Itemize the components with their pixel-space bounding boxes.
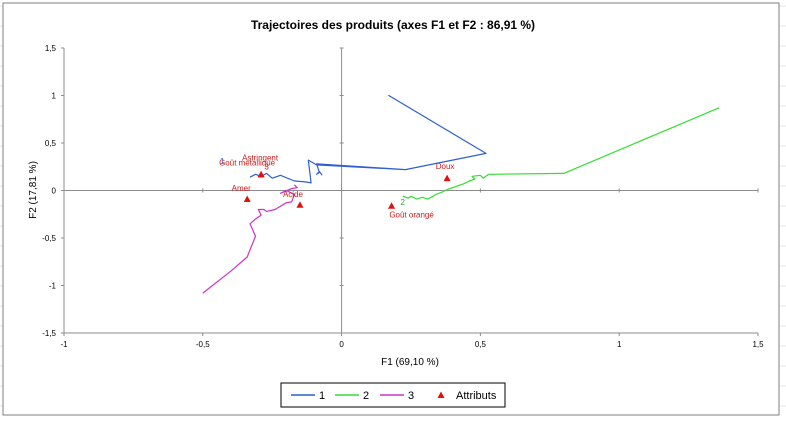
- attribute-label: Acide: [283, 190, 304, 199]
- y-tick-label: 1,5: [45, 44, 57, 53]
- y-axis-label: F2 (17,81 %): [28, 161, 39, 219]
- y-tick-label: 0: [52, 187, 57, 196]
- series-label-3: 3: [264, 163, 269, 172]
- series-line-1: [249, 94, 487, 184]
- attribute-marker: [296, 201, 304, 208]
- chart-area: [2, 2, 780, 416]
- x-tick-label: 1: [617, 340, 622, 349]
- legend-swatch-attributes: [437, 391, 445, 398]
- attribute-marker: [243, 195, 251, 203]
- attribute-label: Goût métallique: [219, 158, 276, 167]
- attribute-label: Astringent: [242, 153, 279, 162]
- x-tick-label: 1,5: [752, 340, 764, 349]
- chart-title: Trajectoires des produits (axes F1 et F2…: [251, 18, 535, 32]
- legend-label-2: 2: [363, 390, 369, 402]
- x-tick-label: 0: [339, 340, 344, 349]
- x-tick-label: -0,5: [196, 340, 210, 349]
- x-tick-label: -1: [60, 340, 68, 349]
- y-tick-label: -1,5: [42, 329, 56, 338]
- legend-label-1: 1: [319, 390, 325, 402]
- series-label-1: 1: [220, 157, 225, 166]
- attribute-label: Amer: [232, 184, 251, 193]
- attribute-marker: [257, 170, 265, 178]
- attribute-label: Goût orangé: [389, 211, 434, 220]
- attribute-marker: [443, 174, 451, 182]
- y-tick-label: -1: [49, 282, 57, 291]
- y-tick-label: 1: [52, 92, 57, 101]
- x-tick-label: 0,5: [475, 340, 487, 349]
- x-axis-label: F1 (69,10 %): [381, 357, 439, 368]
- series-line-2: [402, 107, 720, 200]
- attribute-label: Doux: [436, 162, 455, 171]
- attribute-marker: [388, 202, 396, 209]
- y-tick-label: -0,5: [42, 234, 56, 243]
- plot-area: -1 -0,5 0 0,5 1 1,5 1,5 1 0,5 0 -0,5 -1 -1,5 1 2 3Astri…: [42, 44, 764, 349]
- legend: 1 2 3 Attributs: [280, 382, 506, 408]
- legend-label-3: 3: [408, 390, 414, 402]
- y-tick-label: 0,5: [45, 139, 57, 148]
- series-line-3: [202, 184, 298, 294]
- series-label-2: 2: [400, 198, 405, 207]
- legend-label-attributes: Attributs: [456, 390, 497, 402]
